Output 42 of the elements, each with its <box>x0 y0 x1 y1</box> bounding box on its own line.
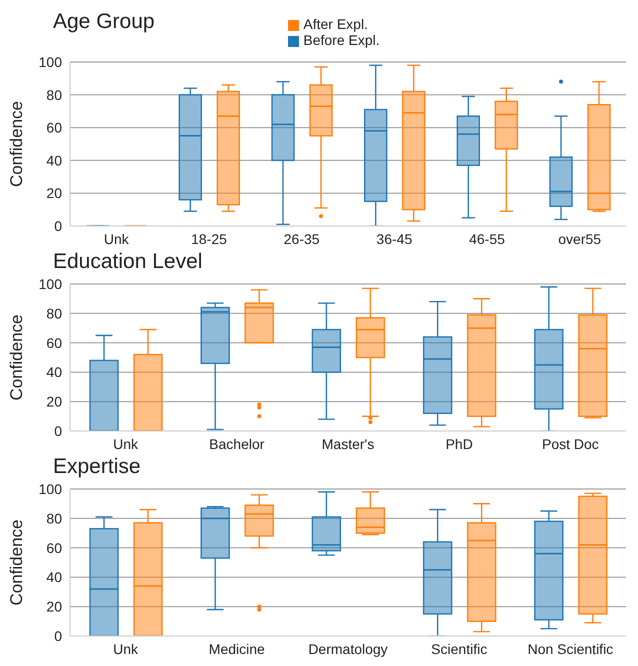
y-tick-label: 20 <box>46 394 62 410</box>
y-tick-label: 40 <box>46 569 62 586</box>
x-tick-label: PhD <box>446 436 473 452</box>
y-tick-label: 100 <box>38 54 62 70</box>
y-tick-label: 80 <box>46 510 62 526</box>
legend-label: After Expl. <box>303 16 368 32</box>
legend-label: Before Expl. <box>303 32 380 48</box>
chart-title: Expertise <box>53 455 141 479</box>
y-axis-title: Confidence <box>7 519 26 606</box>
y-tick-label: 100 <box>38 276 62 292</box>
chart-title: Education Level <box>53 250 202 274</box>
x-tick-label: Unk <box>113 436 140 452</box>
y-axis-title: Confidence <box>7 314 26 401</box>
x-tick-label: over55 <box>558 230 602 247</box>
y-tick-label: 100 <box>38 480 62 497</box>
x-tick-label: Non Scientific <box>528 640 614 657</box>
y-tick-label: 0 <box>54 218 62 234</box>
y-tick-label: 60 <box>46 334 62 351</box>
x-tick-label: Medicine <box>208 640 266 657</box>
x-tick-label: Scientific <box>431 640 488 657</box>
y-tick-label: 60 <box>46 540 62 556</box>
y-axis-title: Confidence <box>7 100 26 188</box>
x-tick-label: 46-55 <box>469 230 506 247</box>
x-tick-label: Unk <box>104 230 130 247</box>
y-tick-label: 80 <box>46 305 62 322</box>
x-tick-label: Bachelor <box>209 436 265 452</box>
x-tick-label: Post Doc <box>542 436 599 452</box>
x-tick-label: 26-35 <box>284 230 320 247</box>
y-tick-label: 80 <box>46 86 62 103</box>
y-tick-label: 60 <box>46 120 62 136</box>
x-tick-label: Master's <box>322 436 374 452</box>
x-tick-label: Unk <box>113 640 140 657</box>
y-tick-label: 40 <box>46 152 62 168</box>
x-tick-label: Dermatology <box>308 640 388 657</box>
x-tick-label: 18-25 <box>191 230 228 247</box>
y-tick-label: 40 <box>46 364 62 380</box>
x-tick-label: 36-45 <box>376 230 412 247</box>
y-tick-label: 0 <box>54 422 62 439</box>
y-tick-label: 20 <box>46 185 62 202</box>
y-tick-label: 0 <box>54 628 62 644</box>
chart-title: Age Group <box>53 10 155 34</box>
y-tick-label: 20 <box>46 598 62 615</box>
